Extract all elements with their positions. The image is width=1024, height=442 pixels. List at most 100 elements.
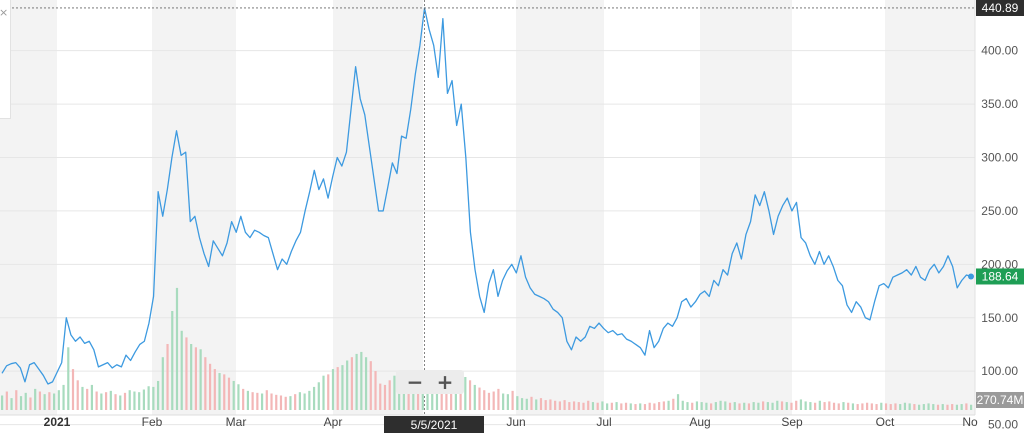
volume-bar bbox=[894, 403, 897, 410]
volume-bar bbox=[795, 400, 798, 410]
volume-bar bbox=[875, 404, 878, 410]
volume-bar bbox=[199, 349, 202, 410]
volume-bar bbox=[119, 395, 122, 410]
volume-bar bbox=[43, 394, 46, 410]
volume-bar bbox=[374, 371, 377, 410]
volume-bar bbox=[738, 403, 741, 410]
volume-bar bbox=[861, 403, 864, 410]
crosshair-value-label: 440.89 bbox=[976, 0, 1024, 16]
volume-bar bbox=[899, 404, 902, 410]
volume-bar bbox=[851, 403, 855, 410]
volume-bar bbox=[634, 404, 637, 410]
volume-bar bbox=[965, 403, 968, 410]
y-tick-label: 400.00 bbox=[981, 44, 1018, 58]
x-tick-label: Jun bbox=[506, 415, 525, 429]
x-tick-label: Jul bbox=[596, 415, 611, 429]
volume-bar bbox=[530, 396, 533, 410]
volume-bar bbox=[161, 357, 164, 410]
month-bands bbox=[0, 0, 975, 415]
volume-bar bbox=[440, 380, 443, 410]
volume-bar bbox=[232, 380, 235, 410]
volume-bar bbox=[388, 380, 391, 410]
x-tick-label: 2021 bbox=[44, 415, 71, 429]
volume-bar bbox=[360, 351, 363, 410]
volume-label: 270.74M bbox=[976, 392, 1024, 408]
volume-bar bbox=[497, 388, 500, 410]
volume-bar bbox=[804, 401, 807, 410]
volume-bar bbox=[643, 404, 647, 410]
volume-bar bbox=[57, 390, 60, 410]
volume-bar bbox=[728, 402, 732, 410]
month-band bbox=[152, 0, 236, 415]
volume-bar bbox=[866, 402, 869, 410]
volume-bar bbox=[166, 344, 169, 410]
volume-bar bbox=[752, 402, 755, 410]
volume-bar bbox=[128, 390, 131, 410]
volume-bar bbox=[421, 382, 424, 410]
volume-bar bbox=[223, 374, 226, 410]
volume-bar bbox=[383, 384, 387, 410]
y-tick-label: 300.00 bbox=[981, 151, 1018, 165]
volume-bar bbox=[724, 401, 727, 410]
x-tick-label: Feb bbox=[142, 415, 163, 429]
side-panel: × bbox=[0, 0, 11, 119]
volume-bar bbox=[204, 357, 207, 410]
volume-bar bbox=[67, 347, 70, 410]
volume-bar bbox=[828, 401, 831, 410]
volume-bar bbox=[142, 389, 145, 410]
volume-bar bbox=[539, 398, 543, 410]
volume-bar bbox=[615, 402, 618, 410]
volume-bar bbox=[960, 404, 963, 410]
volume-bar bbox=[710, 403, 713, 410]
last-price-text: 188.64 bbox=[982, 269, 1019, 283]
volume-bar bbox=[350, 357, 353, 410]
volume-bar bbox=[558, 401, 561, 410]
volume-bar bbox=[511, 390, 514, 410]
volume-bar bbox=[104, 392, 108, 410]
volume-bar bbox=[294, 394, 297, 410]
volume-bar bbox=[251, 392, 254, 410]
month-band bbox=[885, 0, 975, 415]
volume-bar bbox=[90, 384, 94, 410]
volume-bar bbox=[809, 402, 812, 410]
volume-bar bbox=[270, 393, 273, 410]
volume-bar bbox=[582, 402, 585, 410]
volume-bar bbox=[799, 399, 803, 410]
volume-bar bbox=[71, 369, 75, 410]
volume-bar bbox=[747, 403, 751, 410]
volume-bar bbox=[927, 403, 930, 410]
volume-bar bbox=[346, 360, 349, 410]
volume-bar bbox=[771, 402, 774, 410]
volume-bar bbox=[95, 391, 98, 410]
volume-bar bbox=[133, 391, 136, 410]
volume-bar bbox=[275, 394, 278, 410]
volume-bar bbox=[194, 347, 197, 410]
volume-bar bbox=[970, 404, 973, 410]
volume-bar bbox=[596, 402, 599, 410]
volume-bar bbox=[814, 402, 817, 410]
volume-bar bbox=[171, 311, 174, 410]
volume-bar bbox=[577, 402, 580, 410]
volume-bar bbox=[629, 403, 632, 410]
volume-bar bbox=[520, 398, 524, 410]
volume-bar bbox=[951, 404, 954, 410]
last-price-box bbox=[976, 268, 1024, 285]
volume-bar bbox=[190, 344, 193, 410]
close-icon[interactable]: × bbox=[0, 6, 9, 19]
zoom-out-button[interactable]: − bbox=[406, 370, 424, 394]
volume-bar bbox=[880, 402, 883, 410]
crosshair-date-label: 5/5/2021 bbox=[384, 416, 484, 433]
volume-bar bbox=[932, 404, 935, 410]
volume-bar bbox=[1, 395, 4, 410]
volume-bar bbox=[416, 384, 420, 410]
volume-bar bbox=[76, 380, 79, 410]
volume-bar bbox=[123, 392, 127, 410]
volume-bar bbox=[544, 400, 547, 410]
x-tick-label: Apr bbox=[324, 415, 343, 429]
volume-bar bbox=[29, 397, 32, 410]
zoom-in-button[interactable]: + bbox=[436, 370, 454, 394]
volume-bar bbox=[941, 404, 944, 410]
volume-bar bbox=[208, 363, 212, 410]
